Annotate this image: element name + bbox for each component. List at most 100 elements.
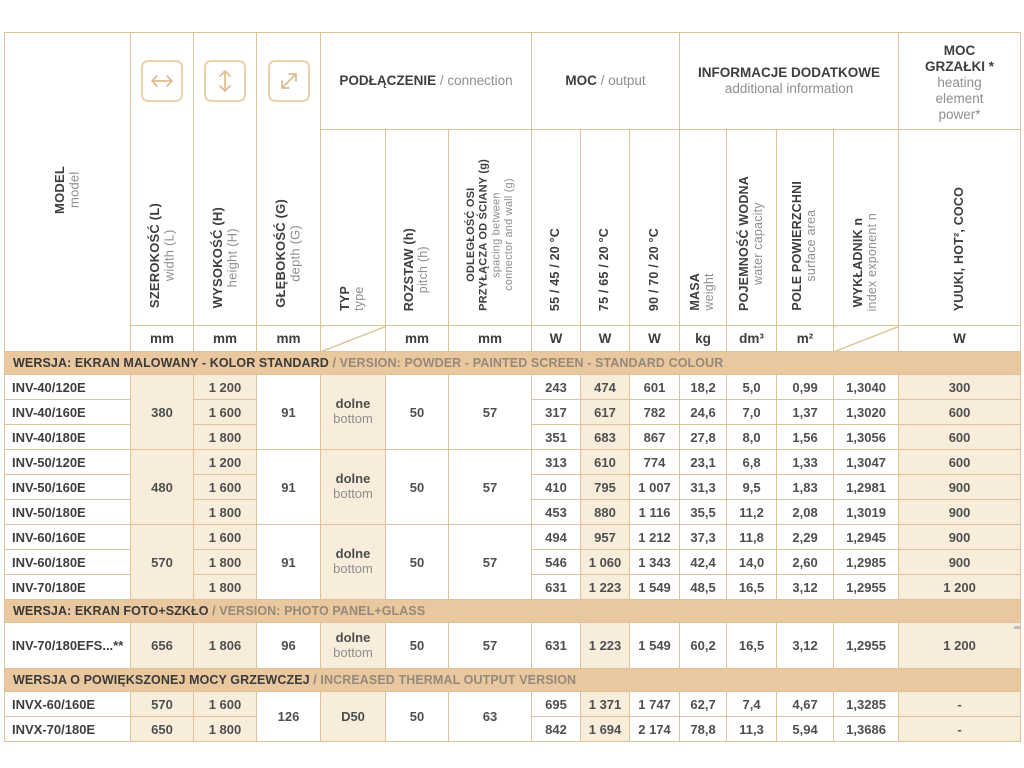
pojemnosc-cell: 11,3	[726, 716, 778, 742]
output-group-en: / output	[600, 72, 646, 88]
szerokosc-cell: 380	[130, 374, 194, 450]
wysokosc-cell: 1 200	[193, 449, 257, 475]
moc-55-cell: 494	[531, 524, 582, 550]
moc-55-cell: 631	[531, 574, 582, 600]
unit-weight: kg	[679, 325, 728, 352]
grzalki-cell: 900	[898, 549, 1022, 575]
grzalki-cell: 900	[898, 474, 1022, 500]
wykladnik-cell: 1,2981	[833, 474, 900, 500]
masa-cell: 23,1	[679, 449, 728, 475]
glebokosc-cell: 91	[256, 524, 321, 600]
edge-artifact-mark	[1014, 626, 1020, 629]
pojemnosc-cell: 11,8	[726, 524, 778, 550]
moc-55-cell: 351	[531, 424, 582, 450]
moc-90-cell: 601	[629, 374, 681, 400]
model-cell: INV-40/120E	[4, 374, 131, 400]
pole-cell: 1,56	[776, 424, 835, 450]
depth-arrow-icon	[267, 60, 310, 102]
grzalki-cell: 600	[898, 449, 1022, 475]
moc-75-cell: 1 371	[580, 691, 631, 717]
model-cell: INVX-70/180E	[4, 716, 131, 742]
moc-75-cell: 1 223	[580, 622, 631, 669]
moc-75-cell: 474	[580, 374, 631, 400]
heating-group-en: heating element power*	[935, 74, 984, 122]
masa-cell: 31,3	[679, 474, 728, 500]
moc-55-cell: 317	[531, 399, 582, 425]
surface-area-label-en: surface area	[804, 210, 819, 283]
pole-cell: 2,08	[776, 499, 835, 525]
depth-label-pl: GŁĘBOKOŚĆ (G)	[273, 199, 289, 308]
masa-cell: 60,2	[679, 622, 728, 669]
col-header-depth: GŁĘBOKOŚĆ (G) depth (G)	[256, 32, 321, 326]
wykladnik-cell: 1,2955	[833, 622, 900, 669]
type-label-en: type	[352, 286, 366, 311]
moc-75-cell: 1 060	[580, 549, 631, 575]
masa-cell: 37,3	[679, 524, 728, 550]
moc-75-cell: 880	[580, 499, 631, 525]
pitch-label-en: pitch (h)	[416, 245, 430, 293]
glebokosc-cell: 91	[256, 449, 321, 525]
masa-cell: 35,5	[679, 499, 728, 525]
model-cell: INV-50/120E	[4, 449, 131, 475]
masa-cell: 62,7	[679, 691, 728, 717]
wykladnik-cell: 1,2955	[833, 574, 900, 600]
pole-cell: 2,29	[776, 524, 835, 550]
moc-90-cell: 867	[629, 424, 681, 450]
unit-index-slash	[833, 325, 900, 352]
wykladnik-cell: 1,3056	[833, 424, 900, 450]
wysokosc-cell: 1 800	[193, 549, 257, 575]
szerokosc-cell: 570	[130, 691, 194, 717]
rozstaw-cell: 50	[385, 449, 449, 525]
wykladnik-cell: 1,3019	[833, 499, 900, 525]
moc-75-cell: 683	[580, 424, 631, 450]
moc-75-cell: 1 694	[580, 716, 631, 742]
typ-cell: D50	[320, 691, 386, 742]
model-cell: INV-60/160E	[4, 524, 131, 550]
grzalki-cell: 600	[898, 399, 1022, 425]
pojemnosc-cell: 9,5	[726, 474, 778, 500]
glebokosc-cell: 96	[256, 622, 321, 669]
col-header-spacing: ODLEGŁOŚĆ OSI PRZYŁĄCZA OD ŚCIANY (g) spa…	[447, 129, 533, 326]
masa-cell: 42,4	[679, 549, 728, 575]
connection-group-pl: PODŁĄCZENIE	[339, 72, 437, 88]
masa-cell: 24,6	[679, 399, 728, 425]
pole-cell: 5,94	[776, 716, 835, 742]
group-header-connection: PODŁĄCZENIE / connection	[319, 32, 533, 130]
moc-55-cell: 546	[531, 549, 582, 575]
odleglosc-cell: 63	[447, 691, 533, 742]
typ-cell: dolne bottom	[320, 374, 386, 450]
wysokosc-cell: 1 806	[193, 622, 257, 669]
unit-output-55: W	[531, 325, 582, 352]
pojemnosc-cell: 5,0	[726, 374, 778, 400]
moc-75-cell: 1 223	[580, 574, 631, 600]
col-header-output-55: 55 / 45 / 20 °C	[531, 129, 582, 326]
pojemnosc-cell: 7,0	[726, 399, 778, 425]
wykladnik-cell: 1,2985	[833, 549, 900, 575]
pojemnosc-cell: 11,2	[726, 499, 778, 525]
width-label-pl: SZEROKOŚĆ (L)	[146, 202, 162, 308]
depth-label-en: depth (G)	[287, 225, 303, 282]
width-label-en: width (L)	[161, 229, 176, 282]
typ-cell: dolne bottom	[320, 524, 386, 600]
output-group-pl: MOC	[565, 72, 597, 88]
rozstaw-cell: 50	[385, 691, 449, 742]
grzalki-cell: 300	[898, 374, 1022, 400]
model-cell: INV-50/160E	[4, 474, 131, 500]
pojemnosc-cell: 8,0	[726, 424, 778, 450]
moc-55-cell: 243	[531, 374, 582, 400]
unit-surface-area: m²	[776, 325, 835, 352]
heating-group-pl: MOC GRZAŁKI *	[925, 43, 995, 74]
unit-depth: mm	[256, 325, 321, 352]
wykladnik-cell: 1,3686	[833, 716, 900, 742]
grzalki-cell: 1 200	[898, 622, 1022, 669]
height-label-pl: WYSOKOŚĆ (H)	[209, 206, 225, 308]
pole-cell: 1,37	[776, 399, 835, 425]
wysokosc-cell: 1 800	[193, 574, 257, 600]
section-header: WERSJA O POWIĘKSZONEJ MOCY GRZEWCZEJ / I…	[3, 668, 1022, 692]
pole-cell: 3,12	[776, 622, 835, 669]
masa-cell: 27,8	[679, 424, 728, 450]
rozstaw-cell: 50	[385, 524, 449, 600]
pojemnosc-cell: 14,0	[726, 549, 778, 575]
pole-cell: 0,99	[776, 374, 835, 400]
height-label-en: height (H)	[224, 227, 239, 287]
